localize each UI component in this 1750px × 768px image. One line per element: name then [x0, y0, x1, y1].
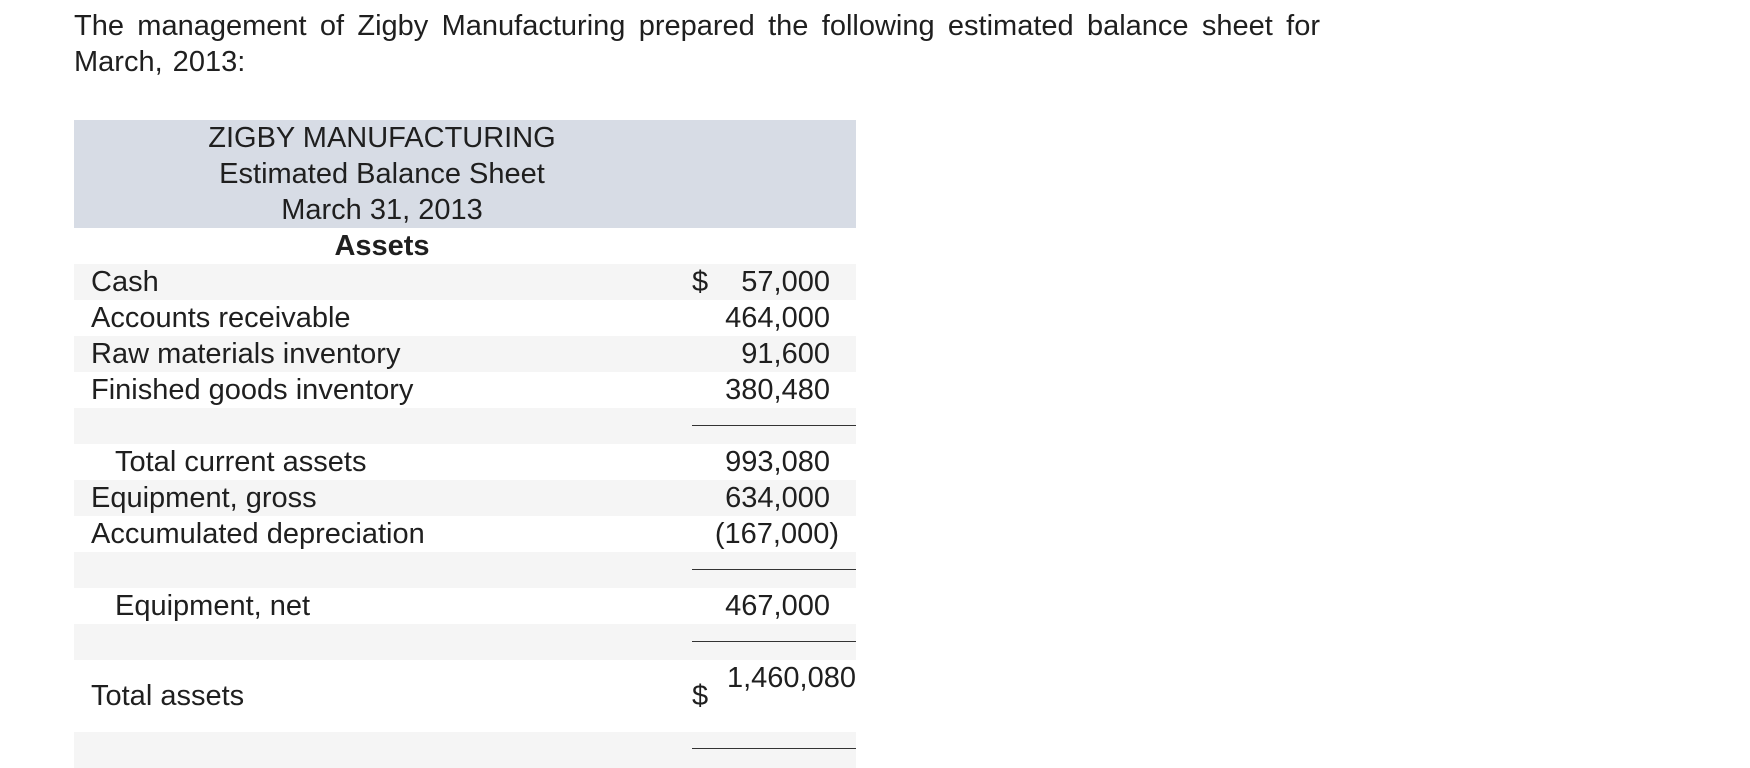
spacer-row	[74, 732, 856, 768]
row-accumulated-depreciation: Accumulated depreciation (167,000)	[74, 516, 856, 552]
intro-paragraph: The management of Zigby Manufacturing pr…	[74, 10, 1320, 78]
company-name: ZIGBY MANUFACTURING	[208, 122, 556, 154]
row-label: Equipment, gross	[91, 482, 317, 514]
row-value: 57,000	[741, 266, 830, 298]
row-equipment-net: Equipment, net 467,000	[74, 588, 856, 624]
row-value: (167,000)	[714, 518, 839, 550]
subtotal-rule	[692, 641, 856, 642]
row-finished-goods-inventory: Finished goods inventory 380,480	[74, 372, 856, 408]
statement-title: Estimated Balance Sheet	[219, 158, 545, 190]
row-value: 380,480	[725, 374, 830, 406]
subtotal-rule	[692, 569, 856, 570]
row-label: Accounts receivable	[91, 302, 351, 334]
row-equipment-gross: Equipment, gross 634,000	[74, 480, 856, 516]
subtotal-rule	[692, 425, 856, 426]
balance-sheet-table: ZIGBY MANUFACTURING Estimated Balance Sh…	[74, 120, 856, 768]
row-value: 993,080	[725, 446, 830, 478]
spacer-row	[74, 624, 856, 660]
assets-section-heading: Assets	[334, 230, 430, 262]
row-total-assets: Total assets $ 1,460,080	[74, 660, 856, 732]
row-label: Cash	[91, 266, 159, 298]
total-rule	[692, 748, 856, 749]
row-label: Total assets	[91, 680, 245, 712]
row-total-current-assets: Total current assets 993,080	[74, 444, 856, 480]
row-value: 91,600	[741, 338, 830, 370]
row-value: 1,460,080	[726, 662, 856, 694]
currency-symbol: $	[692, 680, 709, 712]
spacer-row	[74, 408, 856, 444]
row-label: Raw materials inventory	[91, 338, 401, 370]
row-value: 464,000	[725, 302, 830, 334]
row-label: Accumulated depreciation	[91, 518, 425, 550]
row-value: 467,000	[725, 590, 830, 622]
balance-sheet-header: ZIGBY MANUFACTURING Estimated Balance Sh…	[74, 120, 856, 228]
row-label: Finished goods inventory	[91, 374, 414, 406]
currency-symbol: $	[692, 266, 709, 298]
row-label: Equipment, net	[115, 590, 311, 622]
row-raw-materials-inventory: Raw materials inventory 91,600	[74, 336, 856, 372]
row-value: 634,000	[725, 482, 830, 514]
spacer-row	[74, 552, 856, 588]
row-label: Total current assets	[115, 446, 367, 478]
statement-date: March 31, 2013	[281, 194, 483, 226]
row-cash: Cash $ 57,000	[74, 264, 856, 300]
row-accounts-receivable: Accounts receivable 464,000	[74, 300, 856, 336]
